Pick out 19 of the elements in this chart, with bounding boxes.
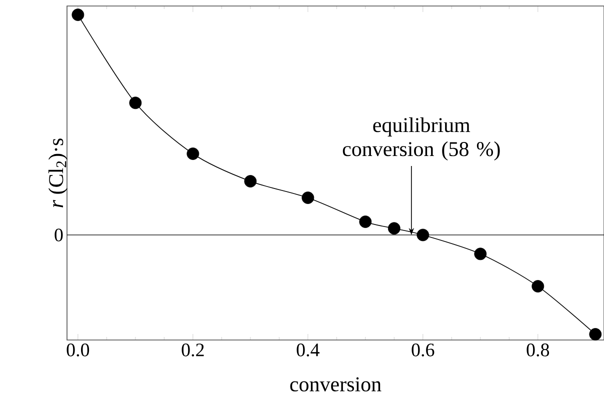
x-tick-label: 0.8 (526, 344, 550, 356)
x-tick-label: 0.4 (296, 344, 320, 356)
ref-line-label: 0 (54, 228, 63, 242)
x-tick-label: 0.2 (182, 344, 204, 356)
point (302, 192, 314, 204)
annotation: equilibrium conversion (58 %) (342, 117, 500, 160)
point (416, 228, 430, 242)
point (532, 280, 544, 292)
y-axis-title: r (Cl$_{2}$)·s (48, 138, 68, 208)
point (244, 175, 257, 188)
x-tick-label: 0.0 (66, 344, 90, 356)
point (388, 222, 400, 235)
point (72, 8, 84, 22)
point (129, 96, 142, 110)
point (474, 248, 487, 260)
x-tick-label: 0.6 (412, 344, 434, 356)
point (186, 148, 200, 160)
x-axis-title: conversion (290, 377, 382, 392)
point (359, 216, 372, 228)
